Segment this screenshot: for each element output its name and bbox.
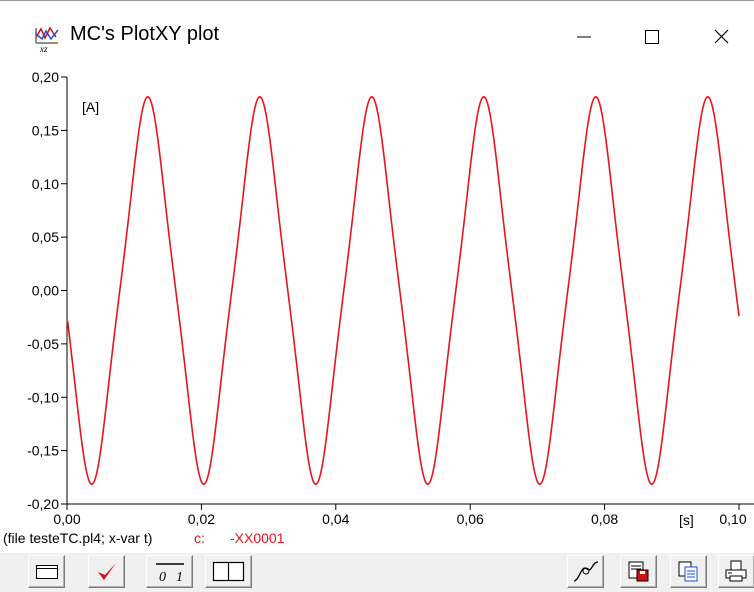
curve-icon: [573, 561, 599, 582]
y-tick-label: 0,15: [32, 122, 59, 138]
plot-axes: [66, 77, 754, 505]
y-tick-label: -0,10: [27, 389, 59, 405]
minimize-icon: [577, 36, 591, 38]
y-tick-label: -0,05: [27, 336, 59, 352]
svg-text:xz: xz: [39, 44, 48, 53]
x-tick-label: 0,04: [322, 511, 349, 527]
close-icon: [714, 29, 729, 44]
split-icon: [212, 561, 245, 582]
window-title: MC's PlotXY plot: [70, 23, 220, 45]
window-top-border: [0, 0, 754, 1]
minimize-button[interactable]: [555, 11, 611, 61]
x-ticks: 0,00 0,02 0,04 0,06 0,08 0,10: [53, 504, 747, 527]
scale-label-right: 1: [176, 570, 183, 585]
bottom-toolbar: 0 1: [0, 553, 754, 592]
y-tick-label: -0,15: [27, 443, 59, 459]
print-button[interactable]: [718, 555, 754, 588]
print-icon: [725, 560, 747, 582]
x-tick-label: 0,08: [591, 511, 618, 527]
y-ticks: 0,20 0,15 0,10 0,05 0,00 -0,05 -0,10 -0,15 -0,20: [27, 69, 67, 512]
x-tick-label: 0,06: [457, 511, 484, 527]
save-button[interactable]: [620, 555, 657, 588]
scale-button[interactable]: 0 1: [146, 555, 193, 588]
y-tick-label: -0,20: [27, 496, 59, 512]
save-icon: [628, 561, 649, 582]
y-tick-label: 0,10: [32, 176, 59, 192]
scale-label-left: 0: [159, 570, 166, 585]
curve-name-label: -XX0001: [230, 530, 285, 546]
copy-button[interactable]: [670, 555, 707, 588]
y-tick-label: 0,05: [32, 229, 59, 245]
scale-icon: 0 1: [156, 563, 184, 585]
curve-prefix-label: c:: [194, 530, 205, 546]
window-button[interactable]: [28, 555, 65, 588]
close-button[interactable]: [694, 11, 750, 61]
title-bar[interactable]: xz MC's PlotXY plot: [0, 1, 754, 67]
confirm-button[interactable]: [88, 555, 125, 588]
window-icon: [36, 565, 58, 579]
file-info-text: (file testeTC.pl4; x-var t): [3, 530, 152, 546]
plot-area[interactable]: 0,20 0,15 0,10 0,05 0,00 -0,05 -0,10 -0,15 -0,20…: [0, 67, 754, 553]
curve-tool-button[interactable]: [567, 555, 604, 588]
x-axis-label: [s]: [679, 512, 694, 528]
x-tick-label: 0,02: [188, 511, 215, 527]
x-tick-label: 0,10: [719, 511, 746, 527]
maximize-icon: [645, 30, 659, 44]
y-tick-label: 0,00: [32, 283, 59, 299]
copy-icon: [678, 561, 698, 582]
y-axis-label: [A]: [82, 99, 99, 115]
plotxy-app-icon: xz: [35, 26, 59, 53]
y-tick-label: 0,20: [32, 69, 59, 85]
split-view-button[interactable]: [205, 555, 252, 588]
x-tick-label: 0,00: [53, 511, 80, 527]
maximize-button[interactable]: [624, 11, 680, 61]
series-line-xx0001: [66, 96, 740, 485]
check-icon: [98, 563, 116, 580]
